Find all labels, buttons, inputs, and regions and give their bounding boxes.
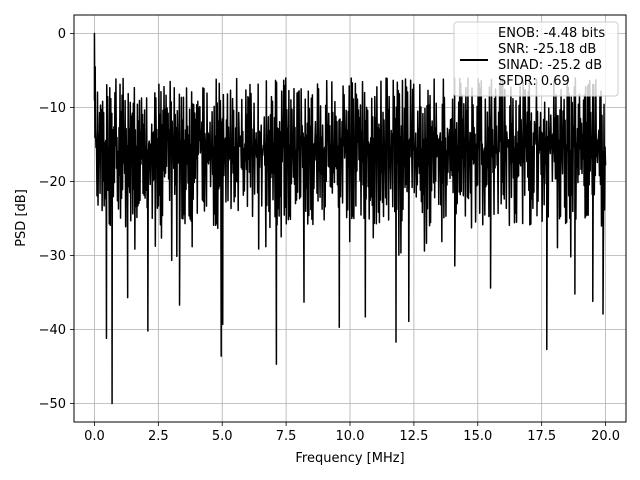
psd-series-line — [93, 32, 607, 405]
y-tick-label: 0 — [58, 27, 66, 42]
legend-box — [453, 21, 619, 97]
legend-entry-snr: SNR: -25.18 dB — [498, 42, 596, 57]
x-axis: 0.0 2.5 5.0 7.5 10.0 12.5 15.0 17.5 20.0 — [84, 422, 620, 444]
x-tick-label: 17.5 — [527, 429, 556, 444]
x-tick-label: 5.0 — [212, 429, 233, 444]
x-tick-label: 7.5 — [276, 429, 297, 444]
x-tick-label: 12.5 — [399, 429, 428, 444]
y-tick-label: −40 — [39, 323, 66, 338]
y-tick-label: −30 — [39, 249, 66, 264]
x-tick-label: 20.0 — [591, 429, 620, 444]
x-axis-label: Frequency [MHz] — [295, 451, 404, 466]
y-tick-label: −50 — [39, 397, 66, 412]
x-tick-label: 15.0 — [463, 429, 492, 444]
y-tick-label: −10 — [39, 101, 66, 116]
y-tick-label: −20 — [39, 175, 66, 190]
x-tick-label: 2.5 — [148, 429, 169, 444]
legend-entry-enob: ENOB: -4.48 bits — [498, 26, 605, 41]
legend-entry-sinad: SINAD: -25.2 dB — [498, 58, 602, 73]
y-axis-label: PSD [dB] — [14, 189, 29, 247]
series-layer — [93, 32, 607, 405]
legend: ENOB: -4.48 bits SNR: -25.18 dB SINAD: -… — [453, 21, 619, 97]
x-tick-label: 10.0 — [336, 429, 365, 444]
legend-entry-sfdr: SFDR: 0.69 — [498, 74, 570, 89]
y-axis: 0 −10 −20 −30 −40 −50 — [39, 27, 74, 412]
x-tick-label: 0.0 — [84, 429, 105, 444]
